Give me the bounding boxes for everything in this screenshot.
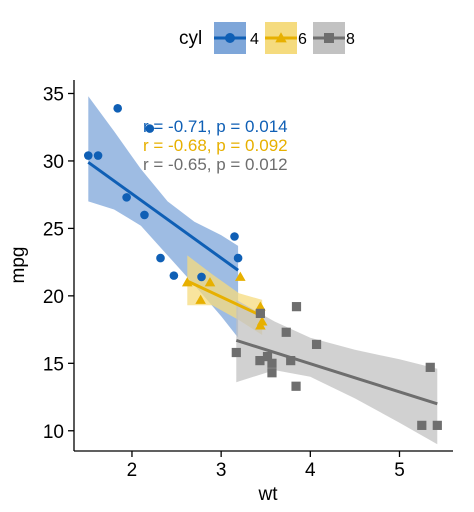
annotation-4: r = -0.71, p = 0.014 [143,117,288,136]
data-point-8 [432,420,442,430]
legend-title: cyl [179,28,202,49]
data-point-8 [291,302,302,312]
y-tick-label: 30 [43,152,64,173]
regression-line-6 [186,279,263,318]
legend-entry-4: 4 [250,31,259,48]
legend-key-marker-6 [275,32,287,43]
data-point-8 [281,327,291,337]
x-tick-label: 5 [394,460,405,481]
data-point-6 [255,301,266,311]
y-tick-label: 25 [43,219,64,240]
data-point-8 [291,381,301,391]
data-point-6 [235,271,246,281]
data-point-8 [417,420,427,430]
data-point-4 [169,271,179,280]
legend-entry-6: 6 [298,31,307,48]
data-point-4 [156,253,165,263]
data-point-4 [83,151,93,160]
x-axis-label: wt [258,484,279,505]
data-point-8 [267,368,277,378]
data-point-4 [145,124,155,133]
axes: 2 3 4 5 10 15 20 25 30 35 [43,80,453,481]
data-point-4 [233,253,243,263]
regression-line-8 [235,338,438,406]
data-point-4 [122,193,131,202]
data-point-4 [230,232,239,241]
data-point-8 [231,347,241,358]
data-point-4 [93,151,103,160]
data-points [83,104,442,430]
legend-entry-8: 8 [346,31,355,48]
y-axis-label: mpg [8,247,29,284]
data-point-6 [256,316,268,326]
data-point-8 [255,308,265,318]
regression-line-4 [87,161,239,272]
legend: cyl 4 6 8 [179,22,355,54]
y-tick-label: 20 [43,287,64,308]
y-tick-label: 35 [43,84,64,105]
data-point-6 [181,277,193,287]
x-tick-label: 3 [216,460,227,481]
legend-key-marker-4 [225,33,235,43]
data-point-4 [197,272,206,282]
regression-lines [87,161,438,406]
y-tick-label: 15 [43,354,64,375]
x-tick-label: 4 [305,460,316,481]
data-point-6 [204,277,216,287]
data-point-4 [140,210,149,220]
data-point-6 [195,294,206,304]
annotation-6: r = -0.68, p = 0.092 [143,136,288,155]
y-tick-label: 10 [43,422,64,443]
data-point-8 [267,358,277,368]
data-point-4 [113,104,122,113]
annotation-8: r = -0.65, p = 0.012 [143,155,288,174]
data-point-8 [311,339,322,350]
data-point-8 [286,356,296,366]
data-point-8 [425,362,435,372]
data-point-8 [255,356,265,366]
data-point-8 [262,351,273,362]
legend-key-marker-8 [324,33,334,43]
x-tick-label: 2 [127,460,138,481]
